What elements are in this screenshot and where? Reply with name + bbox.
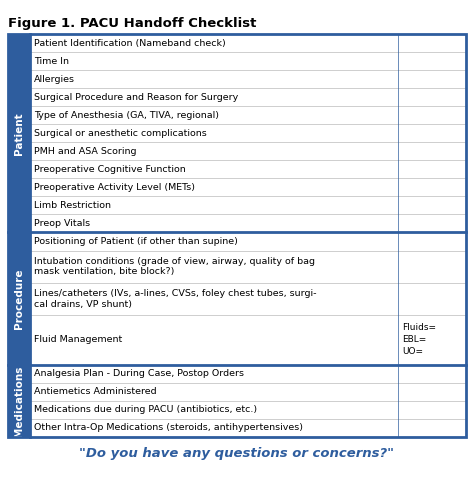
- Text: Fluids=
EBL=
UO=: Fluids= EBL= UO=: [402, 324, 436, 356]
- Bar: [30, 283, 398, 315]
- Bar: [8, 233, 30, 365]
- Text: "Do you have any questions or concerns?": "Do you have any questions or concerns?": [80, 447, 394, 460]
- Text: Fluid Management: Fluid Management: [34, 335, 122, 344]
- Text: Antiemetics Administered: Antiemetics Administered: [34, 387, 156, 397]
- Text: Patient: Patient: [14, 112, 24, 155]
- Text: Preoperative Activity Level (METs): Preoperative Activity Level (METs): [34, 183, 195, 192]
- Text: PMH and ASA Scoring: PMH and ASA Scoring: [34, 147, 137, 156]
- Bar: [398, 161, 466, 178]
- Bar: [30, 233, 398, 250]
- Bar: [30, 401, 398, 419]
- Text: Limb Restriction: Limb Restriction: [34, 201, 111, 210]
- Bar: [8, 34, 30, 233]
- Bar: [398, 233, 466, 250]
- Bar: [398, 365, 466, 383]
- Bar: [398, 178, 466, 196]
- Text: Preop Vitals: Preop Vitals: [34, 219, 90, 228]
- Bar: [30, 365, 398, 383]
- Bar: [398, 88, 466, 106]
- Bar: [398, 52, 466, 70]
- Bar: [30, 161, 398, 178]
- Text: Patient Identification (Nameband check): Patient Identification (Nameband check): [34, 39, 226, 48]
- Text: Figure 1. PACU Handoff Checklist: Figure 1. PACU Handoff Checklist: [8, 17, 256, 30]
- Bar: [30, 70, 398, 88]
- Bar: [398, 283, 466, 315]
- Bar: [30, 88, 398, 106]
- Text: Intubation conditions (grade of view, airway, quality of bag
mask ventilation, b: Intubation conditions (grade of view, ai…: [34, 257, 315, 276]
- Text: Surgical or anesthetic complications: Surgical or anesthetic complications: [34, 129, 207, 138]
- Text: Time In: Time In: [34, 57, 69, 66]
- Bar: [30, 315, 398, 365]
- Bar: [30, 106, 398, 124]
- Bar: [8, 365, 30, 437]
- Text: Medications due during PACU (antibiotics, etc.): Medications due during PACU (antibiotics…: [34, 406, 257, 414]
- Bar: [398, 315, 466, 365]
- Bar: [30, 52, 398, 70]
- Bar: [30, 142, 398, 161]
- Text: Procedure: Procedure: [14, 268, 24, 329]
- Bar: [398, 250, 466, 283]
- Text: Allergies: Allergies: [34, 75, 75, 83]
- Bar: [398, 34, 466, 52]
- Bar: [30, 34, 398, 52]
- Bar: [30, 383, 398, 401]
- Text: Surgical Procedure and Reason for Surgery: Surgical Procedure and Reason for Surger…: [34, 92, 238, 102]
- Bar: [398, 419, 466, 437]
- Bar: [8, 34, 466, 437]
- Bar: [30, 250, 398, 283]
- Text: Medications: Medications: [14, 365, 24, 436]
- Bar: [30, 196, 398, 214]
- Bar: [398, 214, 466, 233]
- Bar: [398, 70, 466, 88]
- Text: Preoperative Cognitive Function: Preoperative Cognitive Function: [34, 165, 186, 174]
- Bar: [398, 106, 466, 124]
- Bar: [398, 142, 466, 161]
- Text: Analgesia Plan - During Case, Postop Orders: Analgesia Plan - During Case, Postop Ord…: [34, 369, 244, 378]
- Text: Positioning of Patient (if other than supine): Positioning of Patient (if other than su…: [34, 237, 238, 246]
- Bar: [30, 124, 398, 142]
- Text: Lines/catheters (IVs, a-lines, CVSs, foley chest tubes, surgi-
cal drains, VP sh: Lines/catheters (IVs, a-lines, CVSs, fol…: [34, 289, 317, 309]
- Bar: [30, 419, 398, 437]
- Bar: [30, 178, 398, 196]
- Bar: [30, 214, 398, 233]
- Text: Type of Anesthesia (GA, TIVA, regional): Type of Anesthesia (GA, TIVA, regional): [34, 111, 219, 120]
- Bar: [398, 383, 466, 401]
- Text: Other Intra-Op Medications (steroids, antihypertensives): Other Intra-Op Medications (steroids, an…: [34, 423, 303, 432]
- Bar: [398, 124, 466, 142]
- Bar: [398, 401, 466, 419]
- Bar: [398, 196, 466, 214]
